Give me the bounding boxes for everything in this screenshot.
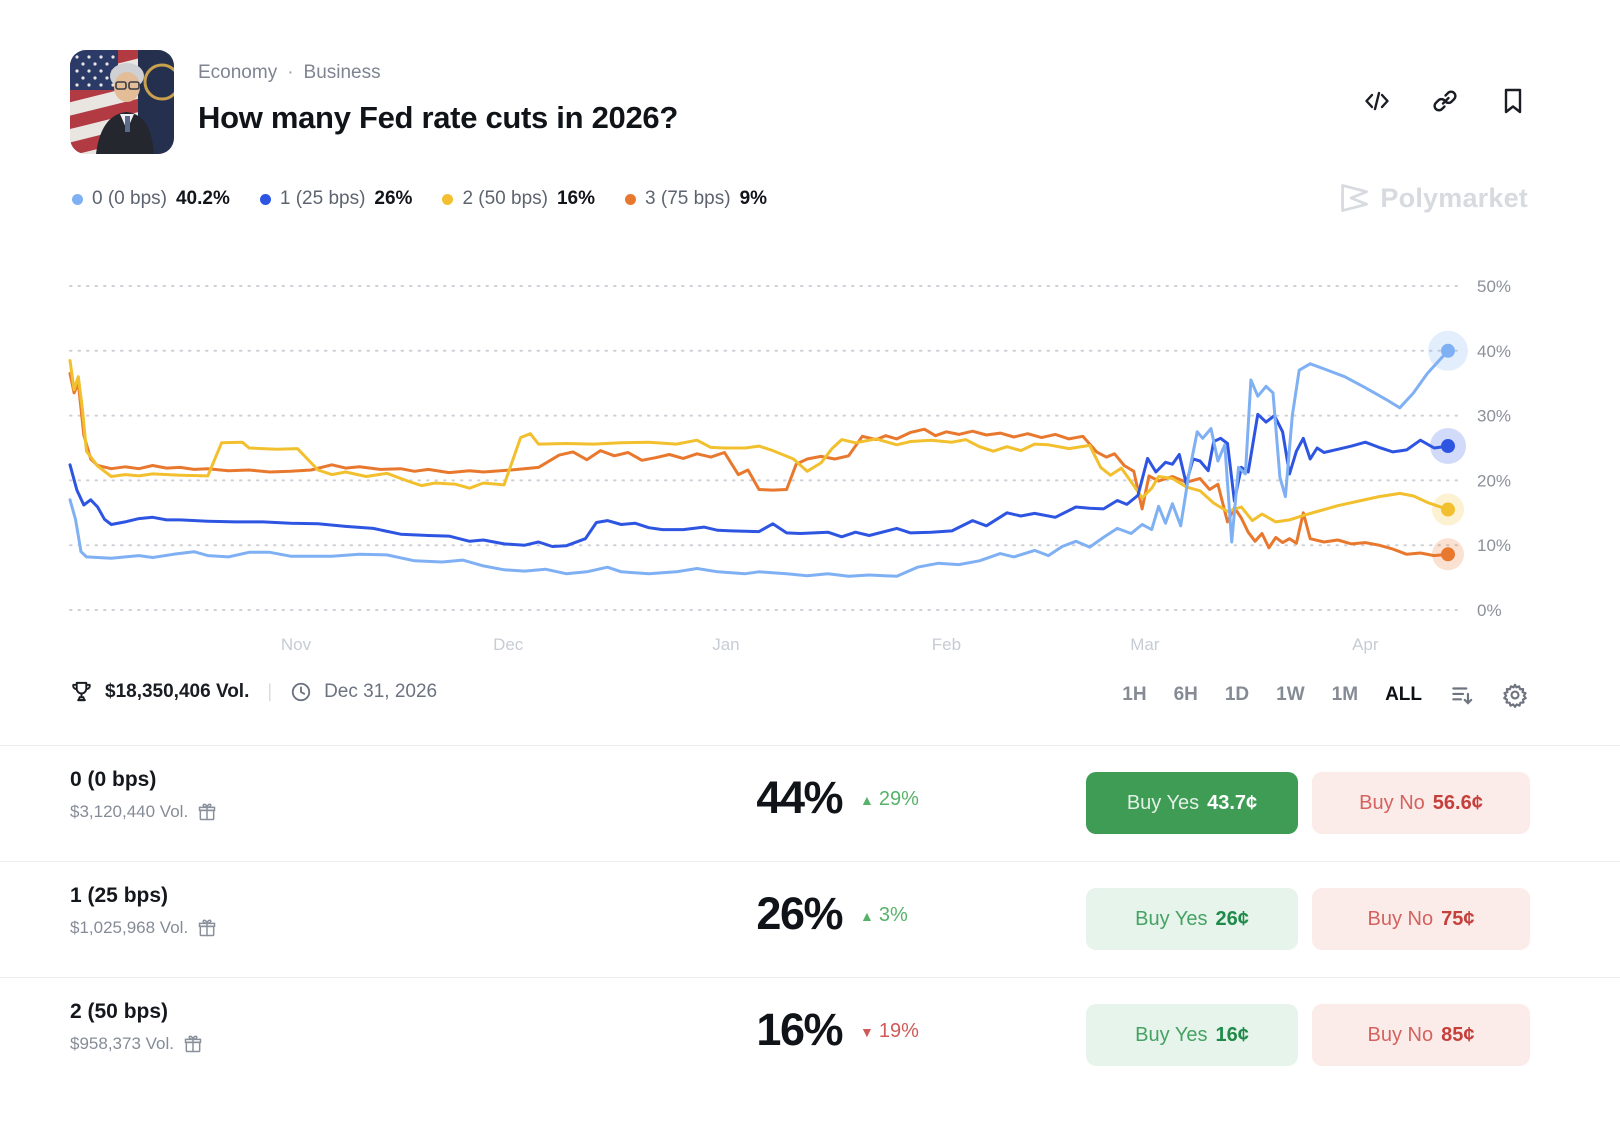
legend-dot-icon — [259, 193, 271, 205]
price-history-chart[interactable]: 0% 10% 20% 30% 40% 50% Nov Dec Jan Feb Mar Apr — [0, 240, 1620, 670]
stats-bar: $18,350,406 Vol. | Dec 31, 2026 — [70, 680, 437, 703]
clock-icon — [291, 682, 311, 701]
legend-dot-icon — [625, 193, 637, 205]
outcome-name: 0 (0 bps) — [70, 768, 157, 791]
orderbook-sort-icon[interactable] — [1449, 682, 1475, 708]
range-button-all[interactable]: ALL — [1385, 684, 1422, 705]
gift-icon[interactable] — [197, 802, 217, 822]
outcome-name: 2 (50 bps) — [70, 1000, 169, 1023]
breadcrumb: Economy · Business — [198, 62, 381, 84]
chart-legend: 0 (0 bps) 40.2% 1 (25 bps) 26% 2 (50 bps… — [72, 188, 767, 210]
legend-item-0bps[interactable]: 0 (0 bps) 40.2% — [72, 188, 230, 210]
gift-icon[interactable] — [197, 918, 217, 938]
outcome-name: 1 (25 bps) — [70, 884, 169, 907]
settings-gear-icon[interactable] — [1502, 682, 1528, 708]
copy-link-icon[interactable] — [1430, 86, 1460, 116]
polymarket-logo-icon — [1341, 184, 1369, 212]
svg-text:Apr: Apr — [1352, 635, 1379, 654]
polymarket-watermark: Polymarket — [1338, 182, 1528, 214]
buy-yes-button[interactable]: Buy Yes 43.7¢ — [1086, 772, 1298, 834]
buy-no-button[interactable]: Buy No 75¢ — [1312, 888, 1530, 950]
embed-code-icon[interactable] — [1362, 86, 1392, 116]
end-date: Dec 31, 2026 — [324, 680, 438, 702]
outcome-volume: $1,025,968 Vol. — [70, 918, 217, 938]
legend-dot-icon — [442, 193, 454, 205]
chance-change: ▲ 3% — [860, 904, 908, 926]
change-arrow-icon: ▲ — [860, 791, 874, 808]
svg-text:10%: 10% — [1477, 536, 1511, 555]
outcome-volume: $3,120,440 Vol. — [70, 802, 217, 822]
svg-text:20%: 20% — [1477, 471, 1511, 490]
bookmark-icon[interactable] — [1498, 86, 1528, 116]
outcome-row-50bps: 2 (50 bps) $958,373 Vol. 16% ▼ 19% Buy Y… — [0, 977, 1620, 1093]
outcome-row-25bps: 1 (25 bps) $1,025,968 Vol. 26% ▲ 3% Buy … — [0, 861, 1620, 977]
outcome-chance: 16% — [756, 1004, 843, 1055]
range-button-1m[interactable]: 1M — [1331, 684, 1359, 705]
buy-no-button[interactable]: Buy No 56.6¢ — [1312, 772, 1530, 834]
polymarket-wordmark: Polymarket — [1380, 182, 1528, 213]
legend-dot-icon — [72, 193, 83, 205]
buy-yes-button[interactable]: Buy Yes 26¢ — [1086, 888, 1298, 950]
buy-yes-button[interactable]: Buy Yes 16¢ — [1086, 1004, 1298, 1066]
chance-change: ▼ 19% — [860, 1020, 919, 1042]
outcome-volume: $958,373 Vol. — [70, 1034, 203, 1054]
page-title: How many Fed rate cuts in 2026? — [198, 100, 678, 135]
market-avatar — [70, 50, 174, 154]
breadcrumb-subcategory[interactable]: Business — [303, 62, 381, 83]
outcome-row-0bps: 0 (0 bps) $3,120,440 Vol. 44% ▲ 29% Buy … — [0, 745, 1620, 861]
powell-flag-image — [70, 50, 174, 154]
buy-no-button[interactable]: Buy No 85¢ — [1312, 1004, 1530, 1066]
change-arrow-icon: ▲ — [860, 907, 874, 924]
svg-text:Mar: Mar — [1130, 635, 1160, 654]
range-button-6h[interactable]: 6H — [1173, 684, 1198, 705]
legend-item-25bps[interactable]: 1 (25 bps) 26% — [259, 188, 412, 210]
legend-item-50bps[interactable]: 2 (50 bps) 16% — [442, 188, 595, 210]
outcomes-list: 0 (0 bps) $3,120,440 Vol. 44% ▲ 29% Buy … — [0, 745, 1620, 1093]
trophy-icon — [72, 681, 91, 702]
header-actions — [1362, 86, 1528, 116]
chance-change: ▲ 29% — [860, 788, 919, 810]
chart-controls: 1H 6H 1D 1W 1M ALL — [1122, 682, 1528, 708]
svg-text:Jan: Jan — [712, 635, 739, 654]
total-volume: $18,350,406 Vol. — [105, 680, 250, 702]
range-button-1d[interactable]: 1D — [1224, 684, 1250, 705]
svg-text:30%: 30% — [1477, 407, 1511, 426]
svg-text:Feb: Feb — [932, 635, 961, 654]
breadcrumb-category[interactable]: Economy — [198, 62, 278, 83]
svg-text:Dec: Dec — [493, 635, 524, 654]
gift-icon[interactable] — [183, 1034, 203, 1054]
outcome-chance: 26% — [756, 888, 843, 939]
breadcrumb-separator: · — [287, 62, 294, 83]
svg-text:40%: 40% — [1477, 342, 1511, 361]
svg-text:Nov: Nov — [281, 635, 312, 654]
range-button-1h[interactable]: 1H — [1122, 684, 1147, 705]
change-arrow-icon: ▼ — [860, 1023, 874, 1040]
svg-text:50%: 50% — [1477, 277, 1511, 296]
range-button-1w[interactable]: 1W — [1276, 684, 1305, 705]
divider: | — [267, 681, 273, 701]
svg-text:0%: 0% — [1477, 601, 1502, 620]
outcome-chance: 44% — [756, 772, 843, 823]
legend-item-75bps[interactable]: 3 (75 bps) 9% — [625, 188, 767, 210]
